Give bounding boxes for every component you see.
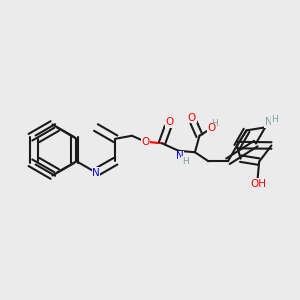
- Text: H: H: [211, 119, 218, 128]
- Text: O: O: [141, 137, 150, 147]
- Text: O: O: [165, 117, 174, 127]
- Text: H: H: [272, 116, 278, 124]
- Text: N: N: [92, 167, 100, 178]
- Text: N: N: [265, 117, 273, 127]
- Text: H: H: [182, 157, 188, 166]
- Text: N: N: [176, 151, 184, 161]
- Text: O: O: [207, 123, 216, 133]
- Text: O: O: [188, 113, 196, 123]
- Text: OH: OH: [250, 178, 266, 189]
